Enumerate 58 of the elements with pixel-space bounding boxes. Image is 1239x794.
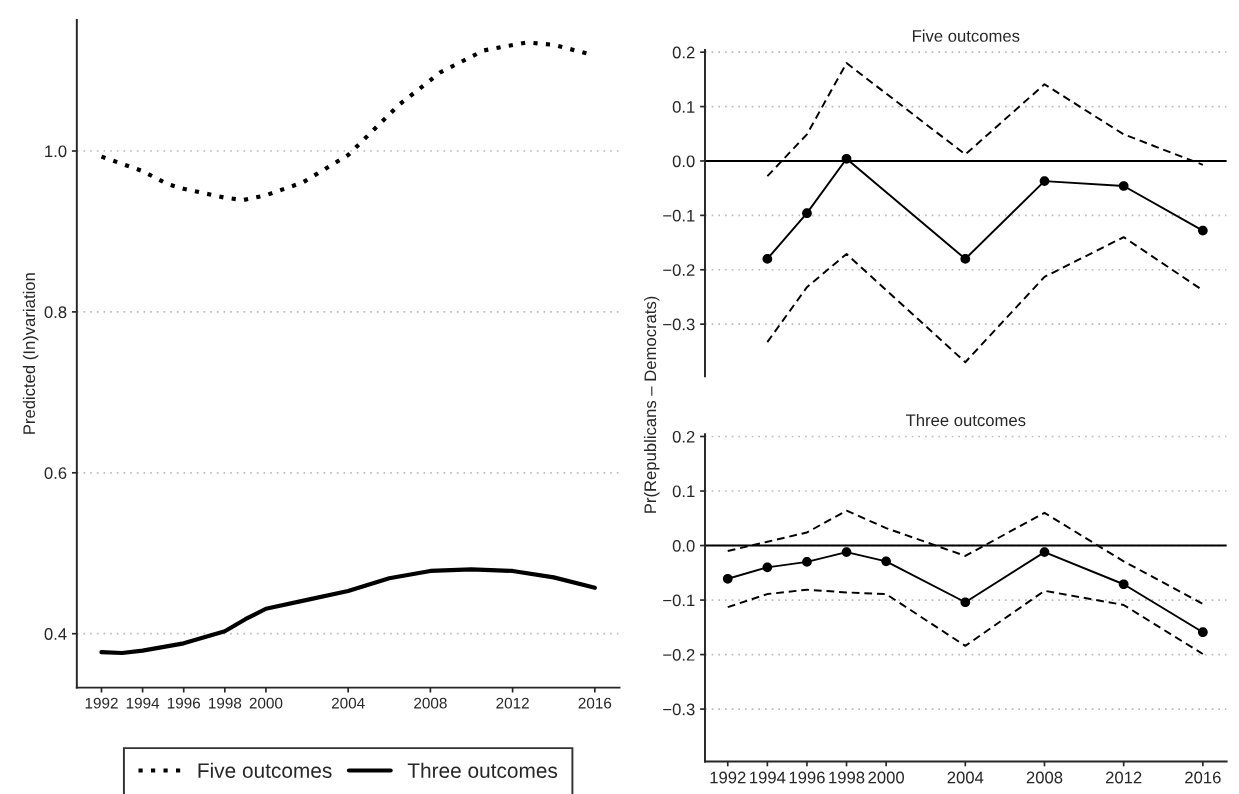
x-tick-label: 1998	[829, 771, 865, 784]
y-tick-label: −0.3	[663, 318, 695, 331]
y-tick-label: 0.2	[672, 430, 695, 443]
x-tick-label: 2016	[578, 697, 612, 709]
x-tick-label: 1992	[710, 771, 746, 784]
y-tick-label: −0.2	[663, 648, 695, 661]
y-tick-label: 0.8	[44, 306, 67, 319]
x-tick-label: 1996	[789, 771, 825, 784]
y-tick-label: −0.3	[663, 703, 695, 716]
x-tick-label: 2008	[414, 697, 447, 709]
y-tick-label: 0.0	[672, 539, 695, 552]
point	[802, 208, 812, 219]
y-tick-label: 0.1	[672, 100, 695, 113]
y-axis-title: Predicted (In)variation	[22, 273, 39, 434]
y-tick-label: 0.2	[672, 46, 695, 59]
y-tick-label: 1.0	[45, 145, 67, 158]
legend-label: Three outcomes	[407, 762, 558, 778]
x-tick-label: 1994	[750, 771, 786, 784]
x-tick-label: 1992	[85, 697, 118, 709]
point	[1039, 176, 1050, 186]
x-tick-label: 1998	[209, 697, 242, 709]
point	[762, 254, 773, 264]
x-tick-label: 1996	[167, 697, 201, 709]
point	[1118, 181, 1129, 191]
chart-title: Five outcomes	[912, 29, 1020, 42]
x-tick-label: 2012	[1105, 771, 1142, 784]
line-series	[99, 567, 597, 656]
x-tick-label: 2000	[868, 771, 905, 784]
y-tick-label: 0.4	[44, 628, 67, 640]
x-tick-label: 1994	[126, 697, 160, 709]
point	[960, 254, 971, 264]
point	[1197, 225, 1208, 236]
point	[802, 557, 812, 567]
point	[762, 562, 773, 573]
x-tick-label: 2016	[1185, 771, 1221, 784]
y-tick-label: 0.6	[44, 467, 67, 479]
point	[722, 573, 733, 584]
y-tick-label: 0.0	[672, 155, 695, 168]
x-tick-label: 2008	[1026, 771, 1063, 784]
x-tick-label: 2012	[496, 697, 529, 709]
x-tick-label: 2004	[947, 771, 984, 784]
x-tick-label: 2004	[331, 697, 365, 709]
point	[881, 556, 891, 567]
y-tick-label: 0.1	[672, 485, 695, 498]
y-tick-label: −0.2	[663, 264, 695, 276]
point	[1118, 579, 1129, 590]
y-tick-label: −0.1	[663, 594, 695, 607]
chart-title: Three outcomes	[905, 413, 1026, 427]
point	[960, 597, 971, 608]
y-axis-title: Pr(Republicans – Democrats)	[643, 296, 660, 513]
point	[841, 153, 852, 164]
point	[841, 547, 852, 557]
line-series	[726, 588, 1204, 656]
point	[1039, 547, 1050, 557]
point	[1197, 627, 1208, 638]
y-tick-label: −0.1	[663, 209, 695, 222]
legend-label: Five outcomes	[198, 762, 332, 778]
x-tick-label: 2000	[249, 697, 283, 709]
